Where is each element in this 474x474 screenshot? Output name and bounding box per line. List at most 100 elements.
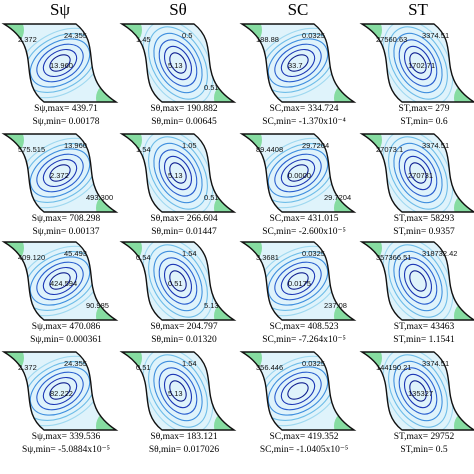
contour-line — [274, 371, 322, 411]
contour-line — [274, 153, 322, 193]
contour-line — [169, 162, 187, 184]
panel-border — [239, 133, 357, 213]
contour-line — [153, 142, 203, 204]
max-value: ST,max= 58293 — [394, 214, 455, 224]
contour-line — [403, 263, 433, 299]
contour-label: 0.0325 — [302, 31, 325, 40]
min-value: Sψ,min= -5.0884x10⁻⁵ — [22, 445, 110, 455]
contour-panel: 2.372 24.355 82.222 Sψ,max= 339.536 Sψ,min= … — [1, 351, 119, 455]
max-value: Sψ,max= 439.71 — [34, 104, 98, 114]
contour-label: 0.51 — [136, 363, 151, 372]
contour-label: 575.515 — [18, 145, 45, 154]
contour-line — [382, 134, 454, 212]
contour-line — [388, 354, 448, 428]
contour-panel: 575.515 13.960 2.372 493.300 Sψ,max= 708.298… — [1, 133, 119, 237]
max-value: ST,max= 279 — [398, 104, 449, 114]
contour-label: 2.372 — [18, 35, 37, 44]
contour-label: 270731 — [408, 171, 433, 180]
contour-line — [36, 43, 84, 83]
column-header: Sψ — [50, 0, 70, 19]
contour-line — [393, 360, 443, 422]
contour-label: 0.0175 — [288, 279, 311, 288]
contour-panel: 2.372 24.355 13.960 Sψ,max= 439.71 Sψ,min= 0… — [1, 23, 119, 127]
max-value: Sθ,max= 190.882 — [150, 104, 217, 114]
panel-border — [239, 351, 357, 431]
contour-line — [142, 352, 214, 430]
contour-label: 82.222 — [50, 389, 73, 398]
contour-line — [36, 261, 84, 301]
corner-patch — [214, 82, 234, 102]
corner-patch — [214, 300, 234, 320]
contour-label: 5.13 — [168, 389, 183, 398]
contour-line — [267, 38, 329, 88]
contour-panel: 0.51 1.54 5.13 Sθ,max= 183.121 Sθ,min= 0.017… — [119, 351, 237, 455]
contour-label: 3374.51 — [422, 31, 449, 40]
contour-panel: 144190.21 3374.51 135327 ST,max= 29752 ST,mi… — [359, 351, 474, 455]
max-value: SC,max= 419.352 — [270, 432, 339, 442]
max-value: Sθ,max= 266.604 — [150, 214, 217, 224]
contour-panel: 89.4408 29.7204 0.0000 29.7204 SC,max= 431.0… — [239, 133, 357, 237]
contour-panel: 357366.51 318732.42 ST,max= 43463 ST,min= 1… — [359, 241, 474, 345]
contour-label: 29.7204 — [302, 141, 329, 150]
contour-line — [42, 48, 78, 78]
contour-line — [36, 371, 84, 411]
contour-line — [163, 155, 193, 191]
contour-line — [158, 367, 198, 415]
contour-label: 493.300 — [86, 193, 113, 202]
contour-line — [280, 376, 316, 406]
max-value: Sθ,max= 204.797 — [150, 322, 217, 332]
min-value: Sψ,min= 0.000361 — [30, 335, 102, 345]
column-header: Sθ — [169, 0, 187, 19]
contour-line — [388, 136, 448, 210]
contour-panel: 27560.63 3374.51 1702.71 ST,max= 279 ST,min=… — [359, 23, 474, 127]
contour-line — [49, 54, 71, 72]
contour-line — [153, 32, 203, 94]
contour-line — [49, 164, 71, 182]
contour-line — [280, 158, 316, 188]
corner-patch — [96, 82, 116, 102]
contour-line — [267, 366, 329, 416]
contour-line — [393, 32, 443, 94]
min-value: ST,min= 1.1541 — [393, 335, 455, 345]
max-value: Sψ,max= 470.086 — [32, 322, 101, 332]
contour-label: 0.51 — [168, 279, 183, 288]
max-value: SC,max= 431.015 — [270, 214, 339, 224]
contour-label: 1.05 — [182, 141, 197, 150]
min-value: ST,min= 0.9357 — [393, 227, 455, 237]
contour-line — [274, 261, 322, 301]
panel-border — [359, 351, 474, 431]
contour-label: 237.08 — [324, 301, 347, 310]
contour-line — [388, 244, 448, 318]
contour-label: 1.54 — [182, 359, 197, 368]
contour-line — [280, 266, 316, 296]
contour-line — [409, 52, 427, 74]
contour-panel: 356.446 0.0325 SC,max= 419.352 SC,min= -1.0… — [239, 351, 357, 455]
min-value: SC,min= -1.0405x10⁻⁵ — [260, 445, 348, 455]
min-value: Sθ,min= 0.00645 — [151, 117, 217, 127]
contour-line — [287, 164, 309, 182]
contour-label: 0.51 — [204, 83, 219, 92]
min-value: ST,min= 0.6 — [400, 117, 447, 127]
contour-label: 1.54 — [136, 145, 151, 154]
contour-line — [158, 149, 198, 197]
panel-border — [1, 241, 119, 321]
corner-patch — [96, 410, 116, 430]
contour-line — [388, 26, 448, 100]
contour-line — [409, 380, 427, 402]
contour-label: 90.985 — [86, 301, 109, 310]
min-value: Sθ,min= 0.01447 — [151, 227, 217, 237]
contour-line — [142, 242, 214, 320]
min-value: SC,min= -1.370x10⁻⁴ — [262, 117, 346, 127]
contour-line — [403, 155, 433, 191]
contour-label: 0.0000 — [288, 171, 311, 180]
contour-line — [398, 39, 438, 87]
min-value: Sψ,min= 0.00137 — [33, 227, 100, 237]
contour-label: 2.372 — [50, 171, 69, 180]
contour-line — [158, 39, 198, 87]
contour-line — [287, 54, 309, 72]
corner-patch — [214, 192, 234, 212]
contour-label: 1702.71 — [408, 61, 435, 70]
contour-line — [49, 382, 71, 400]
contour-panel: 0.54 1.54 0.51 5.13 Sθ,max= 204.797 Sθ,min= 0… — [119, 241, 237, 345]
